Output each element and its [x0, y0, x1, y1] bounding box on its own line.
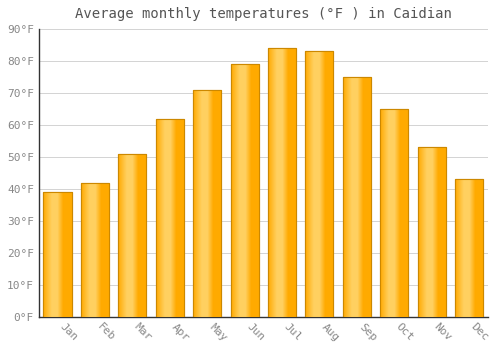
Bar	[380, 109, 408, 317]
Bar	[230, 64, 258, 317]
Bar	[418, 147, 446, 317]
Bar	[343, 77, 371, 317]
Bar	[156, 119, 184, 317]
Bar	[230, 64, 258, 317]
Bar	[193, 90, 221, 317]
Title: Average monthly temperatures (°F ) in Caidian: Average monthly temperatures (°F ) in Ca…	[75, 7, 452, 21]
Bar	[268, 48, 296, 317]
Bar	[118, 154, 146, 317]
Bar	[156, 119, 184, 317]
Bar	[44, 192, 72, 317]
Bar	[193, 90, 221, 317]
Bar	[81, 182, 109, 317]
Bar	[81, 182, 109, 317]
Bar	[44, 192, 72, 317]
Bar	[455, 179, 483, 317]
Bar	[306, 51, 334, 317]
Bar	[418, 147, 446, 317]
Bar	[343, 77, 371, 317]
Bar	[455, 179, 483, 317]
Bar	[118, 154, 146, 317]
Bar	[306, 51, 334, 317]
Bar	[380, 109, 408, 317]
Bar	[268, 48, 296, 317]
